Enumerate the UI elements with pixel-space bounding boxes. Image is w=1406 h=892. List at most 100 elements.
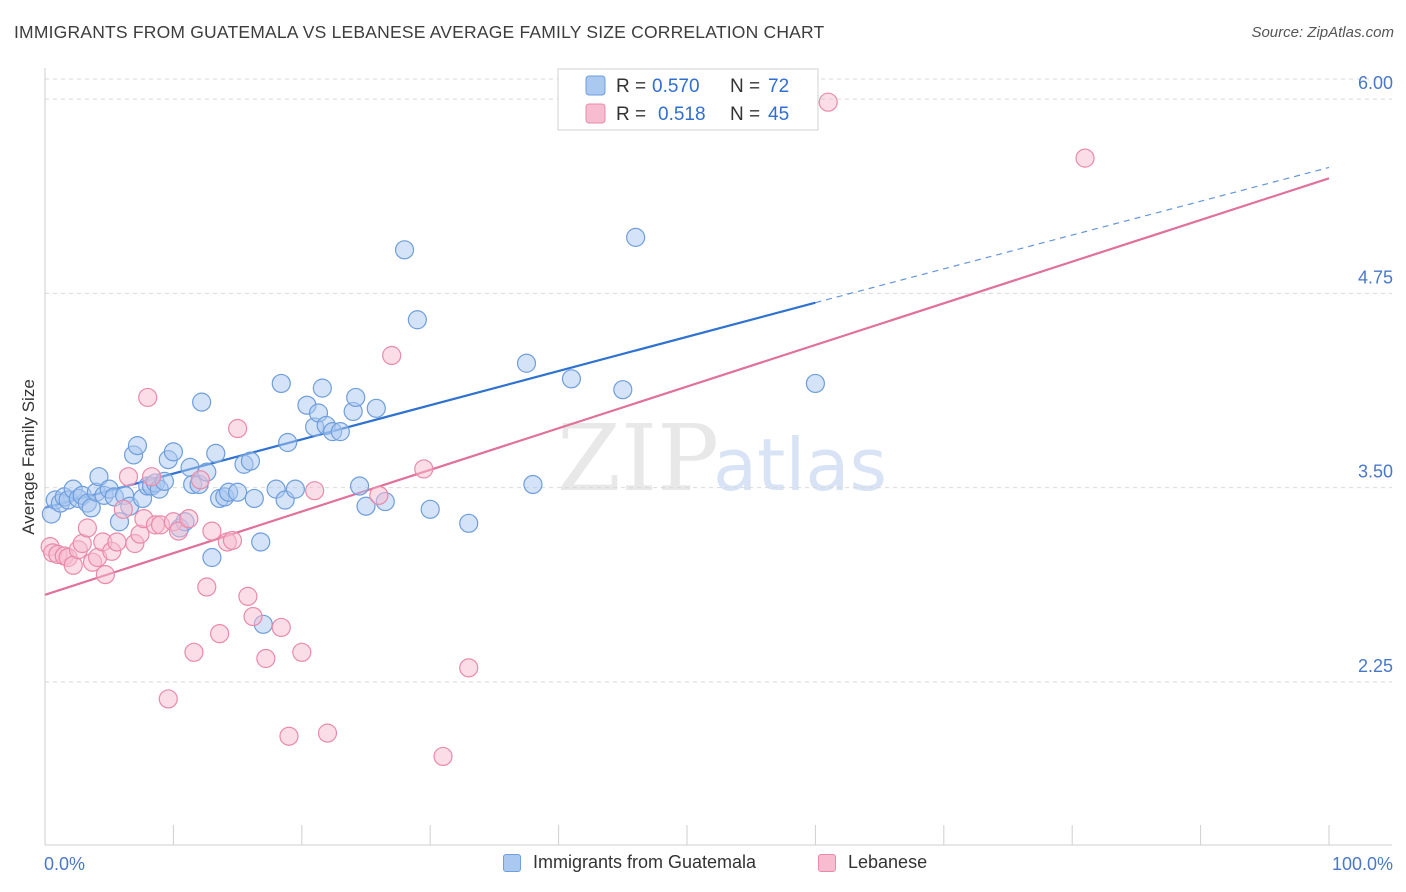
legend-n-label-2: N = xyxy=(730,104,760,125)
point-lebanese xyxy=(197,577,217,597)
legend-r-label-2: R = xyxy=(616,104,646,125)
point-guatemala xyxy=(89,467,109,487)
point-lebanese xyxy=(95,565,115,585)
y-tick-label: 4.75 xyxy=(1358,267,1393,287)
legend-r-value-1: 0.570 xyxy=(652,76,700,97)
x-tick-label-max: 100.0% xyxy=(1332,854,1393,874)
x-tick-label-min: 0.0% xyxy=(44,854,85,874)
point-lebanese xyxy=(292,642,312,662)
point-lebanese xyxy=(459,658,479,678)
point-lebanese xyxy=(305,481,325,501)
bottom-legend-swatch-guatemala xyxy=(503,853,521,872)
legend-n-value-1: 72 xyxy=(768,76,789,97)
legend-n-value-2: 45 xyxy=(768,104,789,125)
legend-swatch-guatemala xyxy=(585,75,606,96)
point-guatemala xyxy=(407,310,427,330)
series-lebanese-points xyxy=(40,92,1095,767)
point-guatemala xyxy=(366,398,386,418)
point-lebanese xyxy=(138,387,158,408)
point-lebanese xyxy=(228,418,248,439)
watermark: ZIP atlas xyxy=(557,405,887,512)
point-lebanese xyxy=(256,648,276,669)
bottom-legend-swatch-lebanese xyxy=(818,853,836,872)
point-guatemala xyxy=(626,227,646,247)
point-guatemala xyxy=(330,422,350,442)
chart-title: IMMIGRANTS FROM GUATEMALA VS LEBANESE AV… xyxy=(14,22,825,42)
point-lebanese xyxy=(317,723,338,743)
legend-n-label-1: N = xyxy=(730,76,760,97)
point-guatemala xyxy=(251,532,271,552)
trend-line-guatemala-extension xyxy=(815,166,1330,304)
point-guatemala xyxy=(394,240,415,260)
point-lebanese xyxy=(222,530,243,551)
point-lebanese xyxy=(243,606,263,627)
point-guatemala xyxy=(271,373,291,394)
y-tick-label: 3.50 xyxy=(1358,462,1393,482)
legend-r-value-2: 0.518 xyxy=(658,104,706,125)
point-guatemala xyxy=(192,392,212,412)
point-lebanese xyxy=(202,521,222,541)
point-lebanese xyxy=(818,92,838,112)
point-guatemala xyxy=(516,353,537,373)
point-lebanese xyxy=(158,689,178,709)
point-lebanese xyxy=(210,624,230,644)
point-guatemala xyxy=(228,482,248,502)
point-guatemala xyxy=(420,499,440,519)
point-guatemala xyxy=(244,488,264,509)
point-lebanese xyxy=(238,586,258,606)
point-guatemala xyxy=(561,369,582,389)
y-tick-labels: 2.25 3.50 4.75 6.00 xyxy=(1358,73,1393,676)
point-guatemala xyxy=(127,436,148,456)
point-lebanese xyxy=(141,467,162,487)
point-lebanese xyxy=(190,470,210,490)
point-lebanese xyxy=(113,499,133,519)
point-guatemala xyxy=(202,547,222,568)
point-lebanese xyxy=(414,459,434,479)
point-lebanese xyxy=(118,467,139,487)
point-guatemala xyxy=(349,476,370,496)
point-lebanese xyxy=(77,518,97,538)
watermark-zip: ZIP xyxy=(557,405,719,512)
y-tick-label: 6.00 xyxy=(1358,73,1393,93)
point-guatemala xyxy=(523,474,543,495)
legend-swatch-lebanese xyxy=(585,103,606,124)
watermark-atlas: atlas xyxy=(713,423,887,507)
point-lebanese xyxy=(369,485,389,505)
point-guatemala xyxy=(613,380,633,400)
point-lebanese xyxy=(168,521,189,541)
bottom-legend-item-lebanese: Lebanese xyxy=(818,852,927,873)
axes xyxy=(44,68,1392,846)
source-note: Source: ZipAtlas.com xyxy=(1251,24,1394,41)
point-lebanese xyxy=(107,532,127,552)
point-guatemala xyxy=(356,496,376,516)
bottom-legend-label-lebanese: Lebanese xyxy=(848,852,928,872)
bottom-legend-label-guatemala: Immigrants from Guatemala xyxy=(533,852,757,872)
point-guatemala xyxy=(206,443,226,463)
point-guatemala xyxy=(278,432,298,453)
point-lebanese xyxy=(433,746,453,767)
legend: R = 0.570 N = 72 R = 0.518 N = 45 xyxy=(557,68,819,131)
y-axis-title: Average Family Size xyxy=(19,379,38,535)
point-lebanese xyxy=(1075,148,1095,168)
point-guatemala xyxy=(459,513,479,533)
point-guatemala xyxy=(312,378,332,398)
point-lebanese xyxy=(382,345,402,366)
bottom-legend-item-guatemala: Immigrants from Guatemala xyxy=(503,852,756,873)
point-lebanese xyxy=(271,617,291,638)
point-lebanese xyxy=(179,509,199,529)
x-tick-labels: 0.0% 100.0% xyxy=(44,854,1393,874)
point-guatemala xyxy=(805,373,826,394)
point-lebanese xyxy=(184,642,204,662)
trend-lines xyxy=(44,166,1330,596)
trend-line-guatemala xyxy=(44,301,816,509)
bottom-legend: Immigrants from Guatemala Lebanese xyxy=(0,852,1406,878)
trend-line-lebanese xyxy=(44,177,1330,596)
y-tick-label: 2.25 xyxy=(1358,656,1393,676)
point-guatemala xyxy=(285,479,305,499)
point-guatemala xyxy=(163,442,183,462)
point-guatemala xyxy=(346,387,366,408)
point-lebanese xyxy=(279,726,299,746)
legend-r-label-1: R = xyxy=(616,76,646,97)
point-guatemala xyxy=(240,451,261,471)
